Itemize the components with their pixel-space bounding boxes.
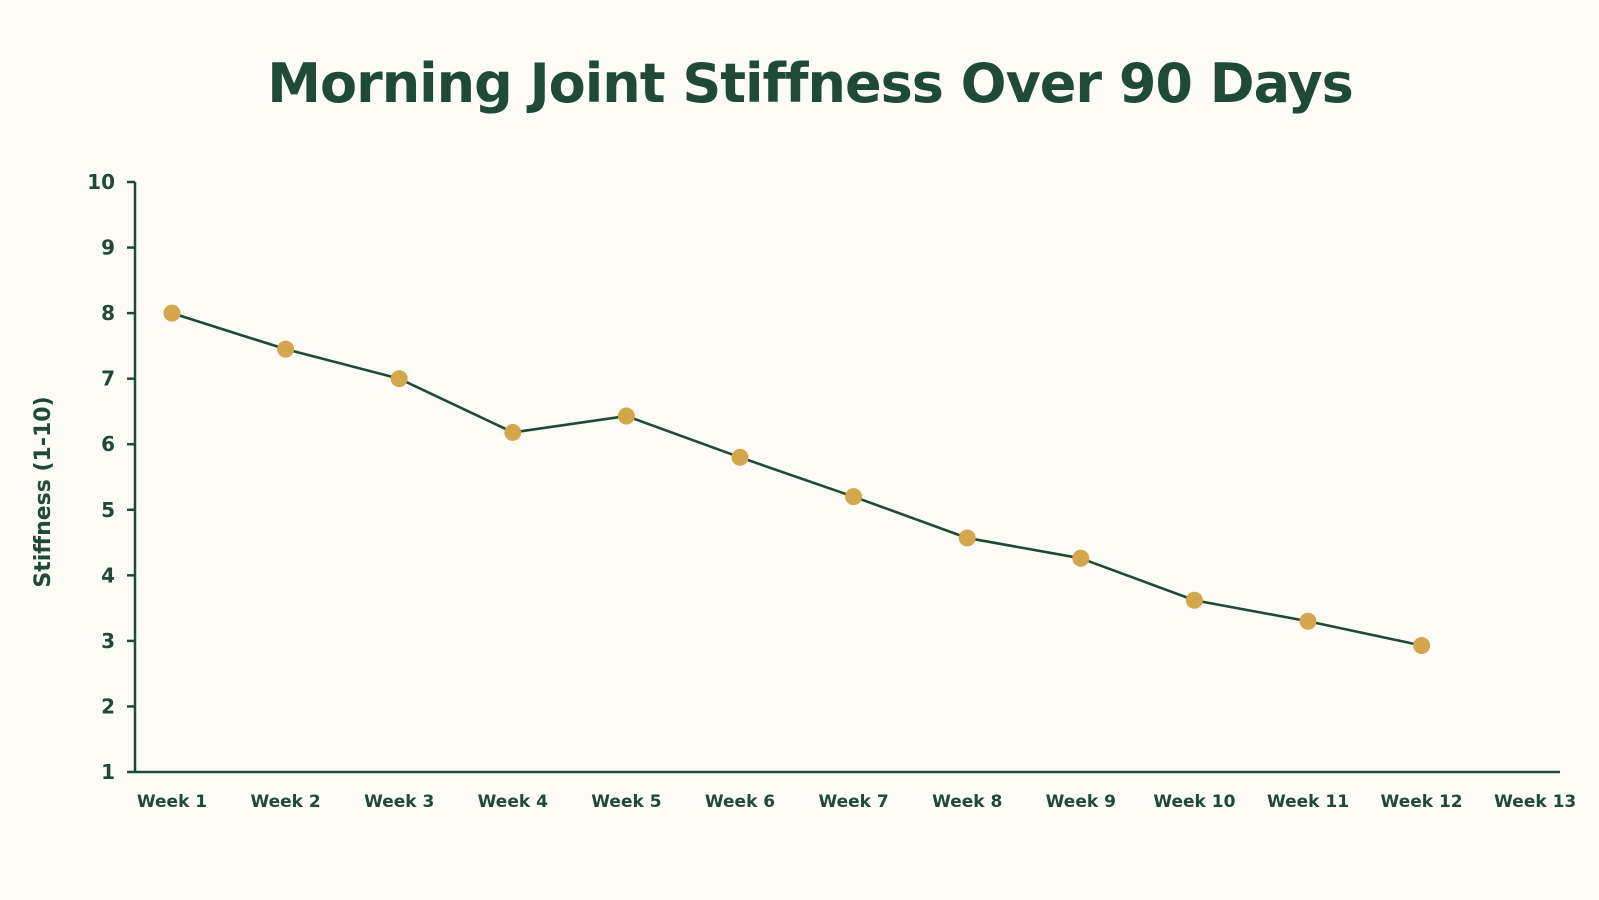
data-point: [1185, 591, 1203, 609]
data-point: [845, 488, 863, 506]
x-tick-label: Week 9: [1046, 792, 1116, 812]
y-axis-title: Stiffness (1-10): [31, 396, 56, 587]
x-tick-label: Week 6: [705, 792, 775, 812]
y-tick-label: 10: [87, 170, 115, 194]
data-point: [277, 340, 295, 358]
y-tick-label: 8: [101, 301, 115, 325]
data-point: [390, 370, 408, 388]
x-tick-label: Week 8: [932, 792, 1002, 812]
y-tick-label: 6: [101, 432, 115, 456]
x-tick-label: Week 5: [591, 792, 661, 812]
data-point: [617, 407, 635, 425]
x-tick-label: Week 3: [364, 792, 434, 812]
data-point: [1413, 636, 1431, 654]
data-point: [504, 423, 522, 441]
series-line: [171, 311, 1422, 647]
data-point: [163, 304, 181, 322]
x-axis: Week 1 Week 2 Week 3 Week 4 Week 5 Week 6 Week…: [135, 770, 1576, 812]
x-tick-label: Week 2: [250, 792, 320, 812]
series: [163, 304, 1431, 654]
x-tick-label: Week 4: [478, 792, 548, 812]
data-point: [1072, 549, 1090, 567]
y-tick-label: 9: [101, 236, 115, 260]
x-tick-label: Week 10: [1153, 792, 1235, 812]
data-point: [731, 448, 749, 466]
y-tick-label: 3: [101, 629, 115, 653]
x-tick-label: Week 12: [1381, 792, 1463, 812]
x-tick-label: Week 13: [1494, 792, 1576, 812]
x-tick-label: Week 11: [1267, 792, 1349, 812]
x-tick-label: Week 1: [137, 792, 207, 812]
data-point: [1299, 612, 1317, 630]
y-tick-label: 1: [101, 760, 115, 784]
y-tick-label: 2: [101, 694, 115, 718]
y-tick-label: 4: [101, 563, 115, 587]
x-tick-label: Week 7: [818, 792, 888, 812]
data-point: [958, 529, 976, 547]
y-tick-label: 7: [101, 367, 115, 391]
chart-title: Morning Joint Stiffness Over 90 Days: [267, 52, 1353, 115]
y-tick-label: 5: [101, 498, 115, 522]
y-axis: 1 2 3 4 5 6 7 8 9 10: [87, 170, 137, 784]
